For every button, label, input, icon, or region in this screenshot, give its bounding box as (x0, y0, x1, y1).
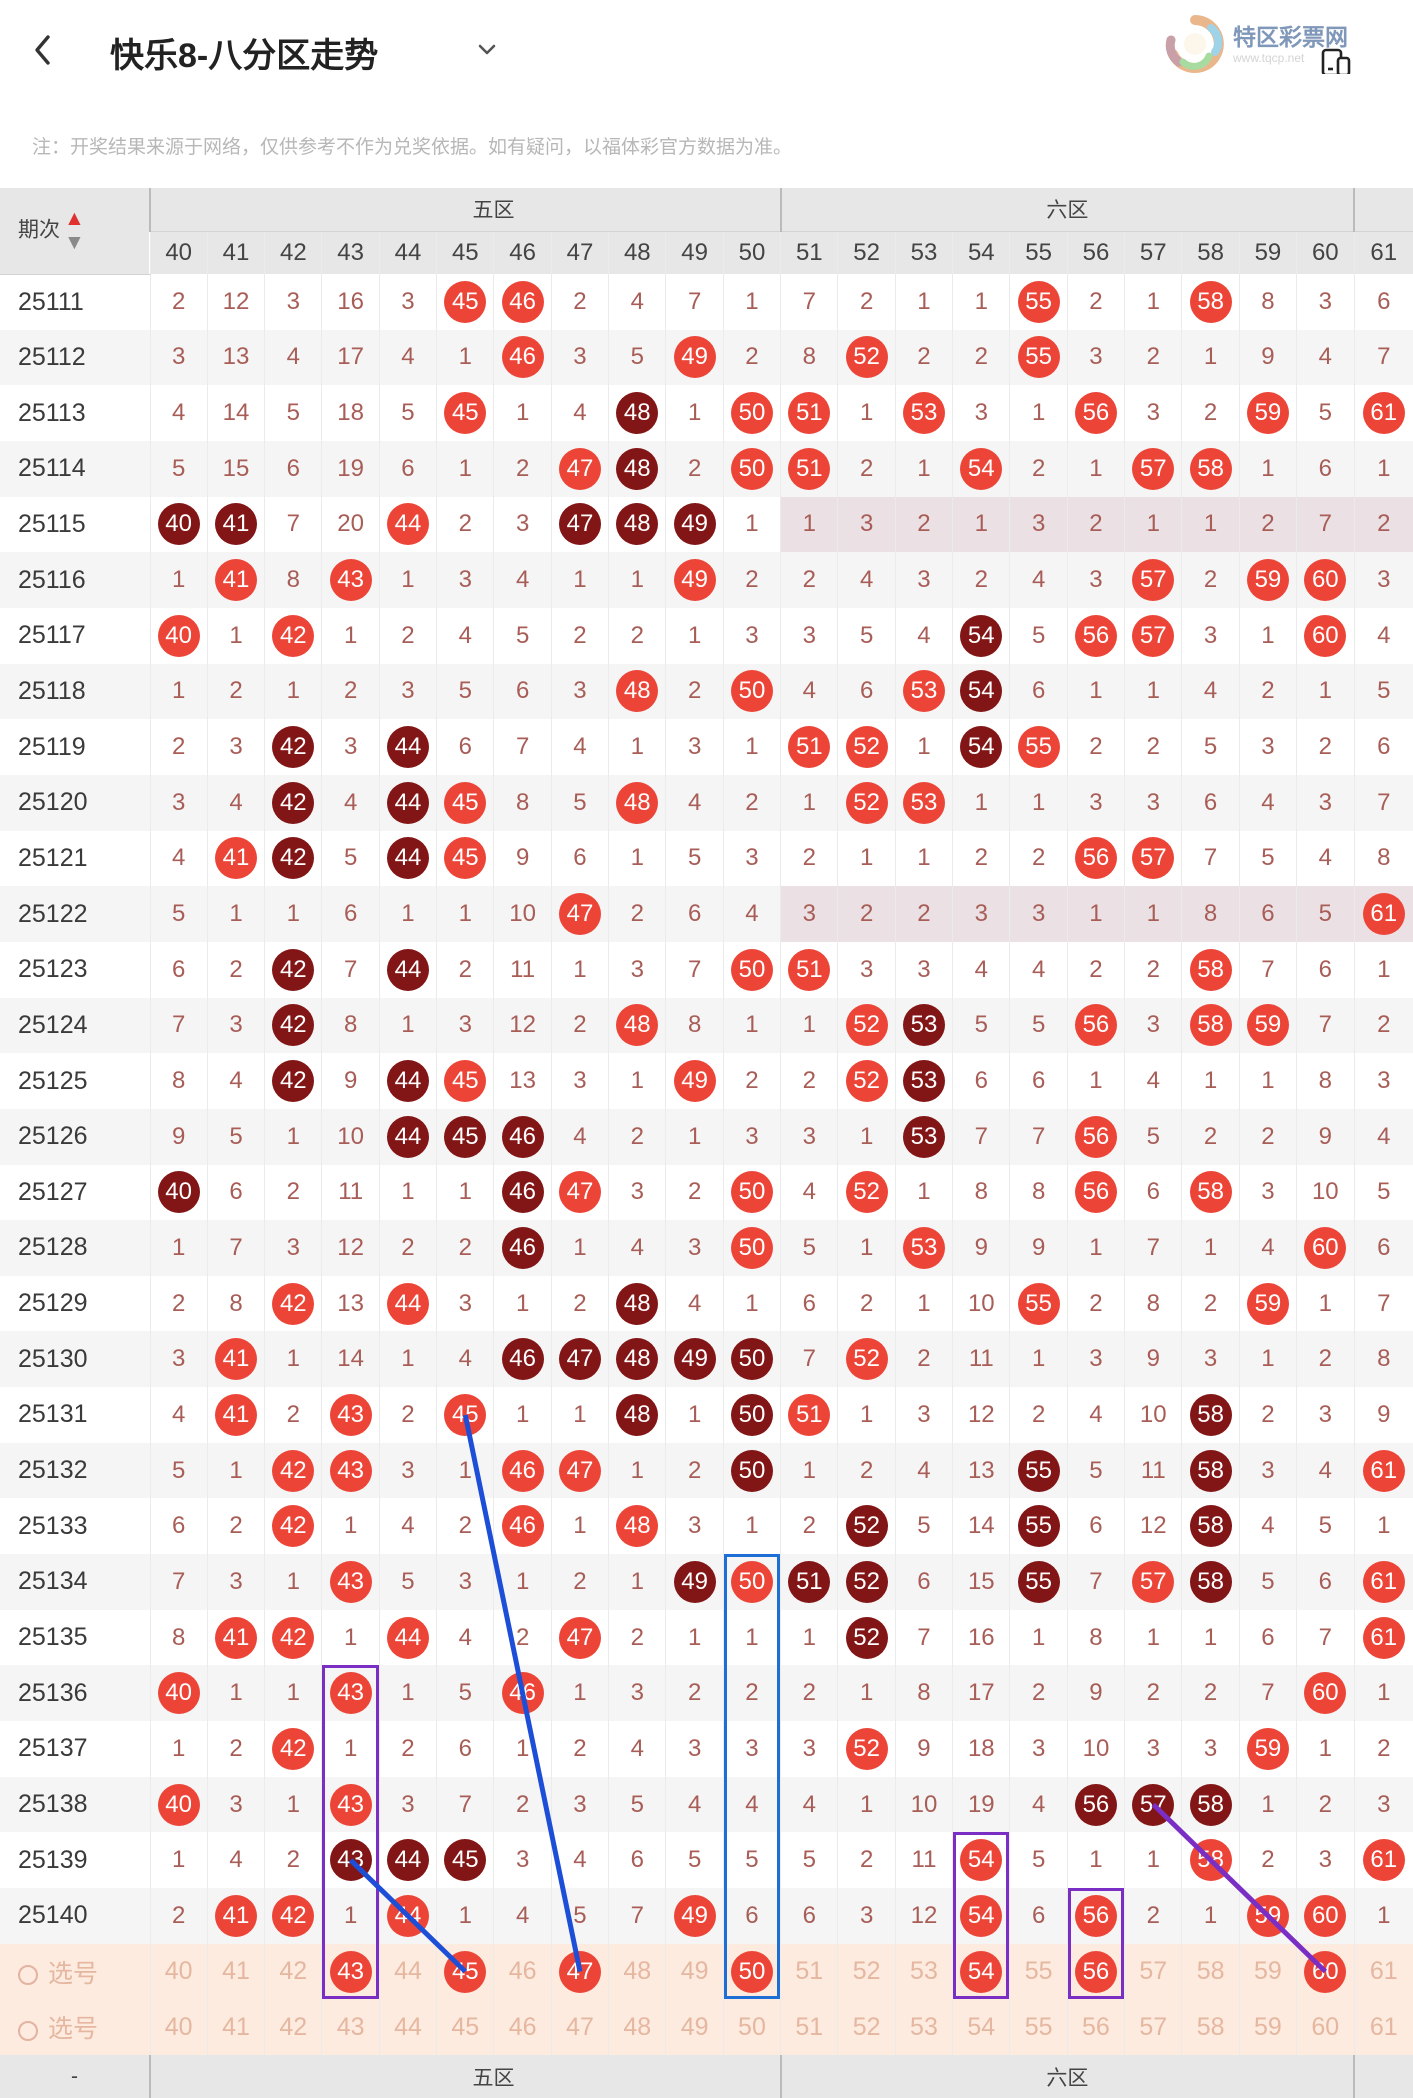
svg-text:www.tqcp.net: www.tqcp.net (1232, 51, 1305, 65)
svg-text:特区彩票网: 特区彩票网 (1233, 24, 1348, 50)
